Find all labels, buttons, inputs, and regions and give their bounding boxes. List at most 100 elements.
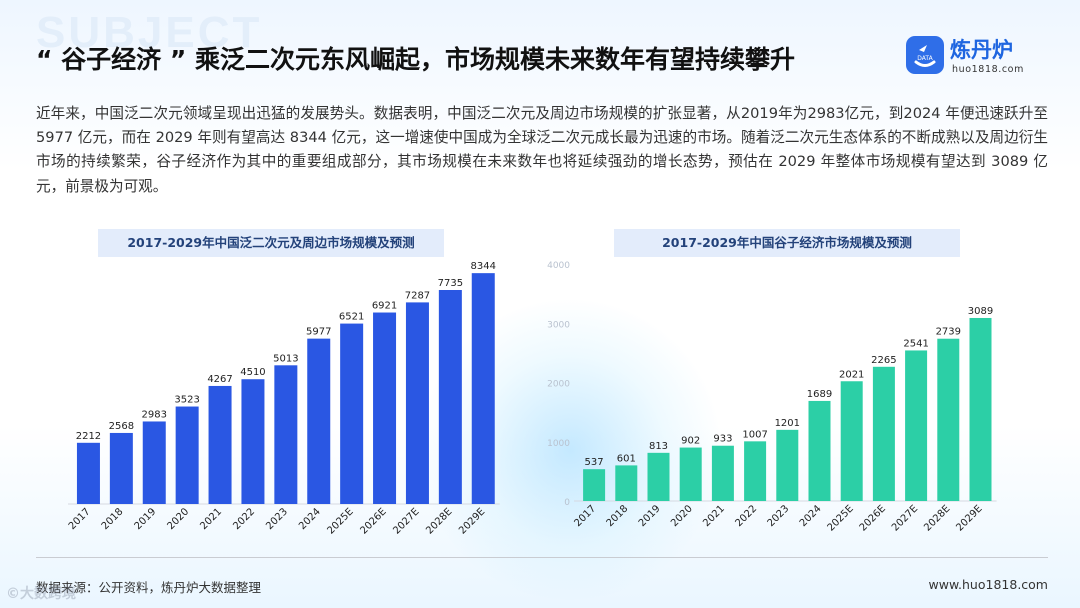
chart1-category-label: 2024	[297, 506, 323, 532]
chart2-category-label: 2023	[766, 503, 792, 529]
chart2-data-label: 902	[681, 436, 700, 447]
chart1-category-label: 2027E	[391, 506, 421, 536]
intro-paragraph: 近年来，中国泛二次元领域呈现出迅猛的发展势头。数据表明，中国泛二次元及周边市场规…	[36, 105, 1048, 195]
chart2-category-label: 2019	[637, 503, 663, 529]
chart1-category-label: 2023	[264, 506, 290, 532]
chart1-bar	[340, 323, 364, 504]
chart2-data-label: 813	[649, 441, 668, 452]
chart2-data-label: 3089	[968, 306, 993, 317]
chart2-category-label: 2021	[701, 503, 727, 529]
chart2-data-label: 2541	[903, 338, 928, 349]
chart1-data-label: 2983	[142, 409, 167, 420]
chart1-data-label: 6921	[372, 301, 397, 312]
chart1-category-label: 2017	[67, 506, 93, 532]
chart2-data-label: 1007	[742, 429, 767, 440]
chart2-data-label: 1201	[775, 418, 800, 429]
chart2-category-label: 2017	[572, 503, 598, 529]
chart2-data-label: 1689	[807, 389, 832, 400]
data-logo-icon: DATA	[906, 36, 944, 74]
chart2-bar	[840, 381, 863, 501]
chart2-bar	[711, 445, 734, 501]
chart2-category-label: 2018	[605, 503, 631, 529]
chart1-bar	[241, 379, 265, 504]
brand-logo: DATA 炼丹炉 huo1818.com	[906, 34, 1056, 78]
chart2-category-label: 2027E	[890, 503, 920, 533]
chart2-guzi-economy-bar-chart: 0 1000 2000 3000 4000 537 2017 601 2018 813 2019 90…	[547, 261, 997, 534]
chart1-bar	[142, 421, 166, 504]
brand-url: huo1818.com	[952, 64, 1024, 75]
chart2-category-label: 2029E	[954, 503, 984, 533]
chart2-bar	[615, 465, 638, 501]
data-source-note: 数据来源：公开资料，炼丹炉大数据整理	[36, 580, 262, 595]
chart1-category-label: 2018	[100, 506, 126, 532]
chart2-bar	[969, 317, 992, 501]
chart2-category-label: 2020	[669, 503, 695, 529]
chart2-title: 2017-2029年中国谷子经济市场规模及预测	[614, 229, 960, 257]
corner-watermark: ©大数跨境	[6, 586, 76, 602]
chart2-data-label: 2021	[839, 369, 864, 380]
chart2-data-label: 933	[713, 434, 732, 445]
chart2-ytick-label: 0	[564, 498, 570, 508]
chart1-category-label: 2029E	[457, 506, 487, 536]
chart2-category-label: 2025E	[826, 503, 856, 533]
footer-divider	[36, 557, 1048, 558]
chart1-bar	[274, 365, 298, 504]
chart1-title: 2017-2029年中国泛二次元及周边市场规模及预测	[98, 229, 444, 257]
chart2-bar	[808, 400, 831, 501]
chart2-bar	[744, 441, 767, 501]
chart1-bar	[471, 273, 495, 504]
chart1-data-label: 5013	[273, 353, 298, 364]
chart1-bar	[208, 385, 232, 504]
chart1-data-label: 7735	[438, 278, 463, 289]
chart2-ytick-label: 1000	[547, 439, 570, 449]
chart2-category-label: 2022	[733, 503, 759, 529]
chart1-data-label: 4510	[240, 367, 265, 378]
logo-badge-text: DATA	[917, 55, 933, 62]
chart1-bar	[373, 312, 397, 504]
chart1-category-label: 2022	[231, 506, 257, 532]
chart2-bar	[872, 366, 895, 501]
chart1-bar	[76, 442, 100, 504]
chart2-ytick-label: 4000	[547, 261, 570, 271]
chart1-category-label: 2025E	[326, 506, 356, 536]
chart2-ytick-label: 2000	[547, 380, 570, 390]
chart1-category-label: 2026E	[358, 506, 388, 536]
chart1-data-label: 3523	[174, 395, 199, 406]
chart1-data-label: 5977	[306, 327, 331, 338]
chart1-category-label: 2021	[198, 506, 224, 532]
chart1-category-label: 2028E	[424, 506, 454, 536]
chart1-bar	[307, 338, 331, 504]
chart1-bar	[405, 302, 429, 504]
chart1-data-label: 6521	[339, 312, 364, 323]
chart2-data-label: 2739	[936, 327, 961, 338]
chart2-bar	[776, 429, 799, 501]
chart2-bar	[647, 452, 670, 501]
brand-name: 炼丹炉	[950, 38, 1013, 62]
chart1-data-label: 2568	[109, 421, 134, 432]
page-title: “ 谷子经济 ” 乘泛二次元东风崛起，市场规模未来数年有望持续攀升	[36, 45, 795, 74]
chart1-bar	[438, 289, 462, 504]
chart2-data-label: 537	[585, 457, 604, 468]
chart1-category-label: 2020	[165, 506, 191, 532]
chart1-data-label: 4267	[207, 374, 232, 385]
chart1-bar	[175, 406, 199, 504]
chart1-category-label: 2019	[133, 506, 159, 532]
chart1-data-label: 2212	[76, 431, 101, 442]
chart1-pan-acg-market-bar-chart: 2212 2017 2568 2018 2983 2019 3523 2020 4267 2021…	[67, 261, 500, 537]
chart1-data-label: 8344	[471, 261, 496, 272]
chart1-data-label: 7287	[405, 290, 430, 301]
chart2-data-label: 2265	[871, 355, 896, 366]
chart2-bar	[937, 338, 960, 501]
chart2-ytick-label: 3000	[547, 320, 570, 330]
background-glow	[420, 300, 720, 600]
chart2-bar	[679, 447, 702, 501]
chart2-data-label: 601	[617, 453, 636, 464]
chart2-category-label: 2024	[798, 503, 824, 529]
chart2-bar	[905, 350, 928, 501]
chart2-category-label: 2028E	[922, 503, 952, 533]
chart1-bar	[109, 432, 133, 504]
background-watermark: SUBJECT	[36, 8, 263, 57]
footer-url: www.huo1818.com	[928, 577, 1048, 592]
chart2-category-label: 2026E	[858, 503, 888, 533]
chart2-bar	[583, 469, 606, 501]
